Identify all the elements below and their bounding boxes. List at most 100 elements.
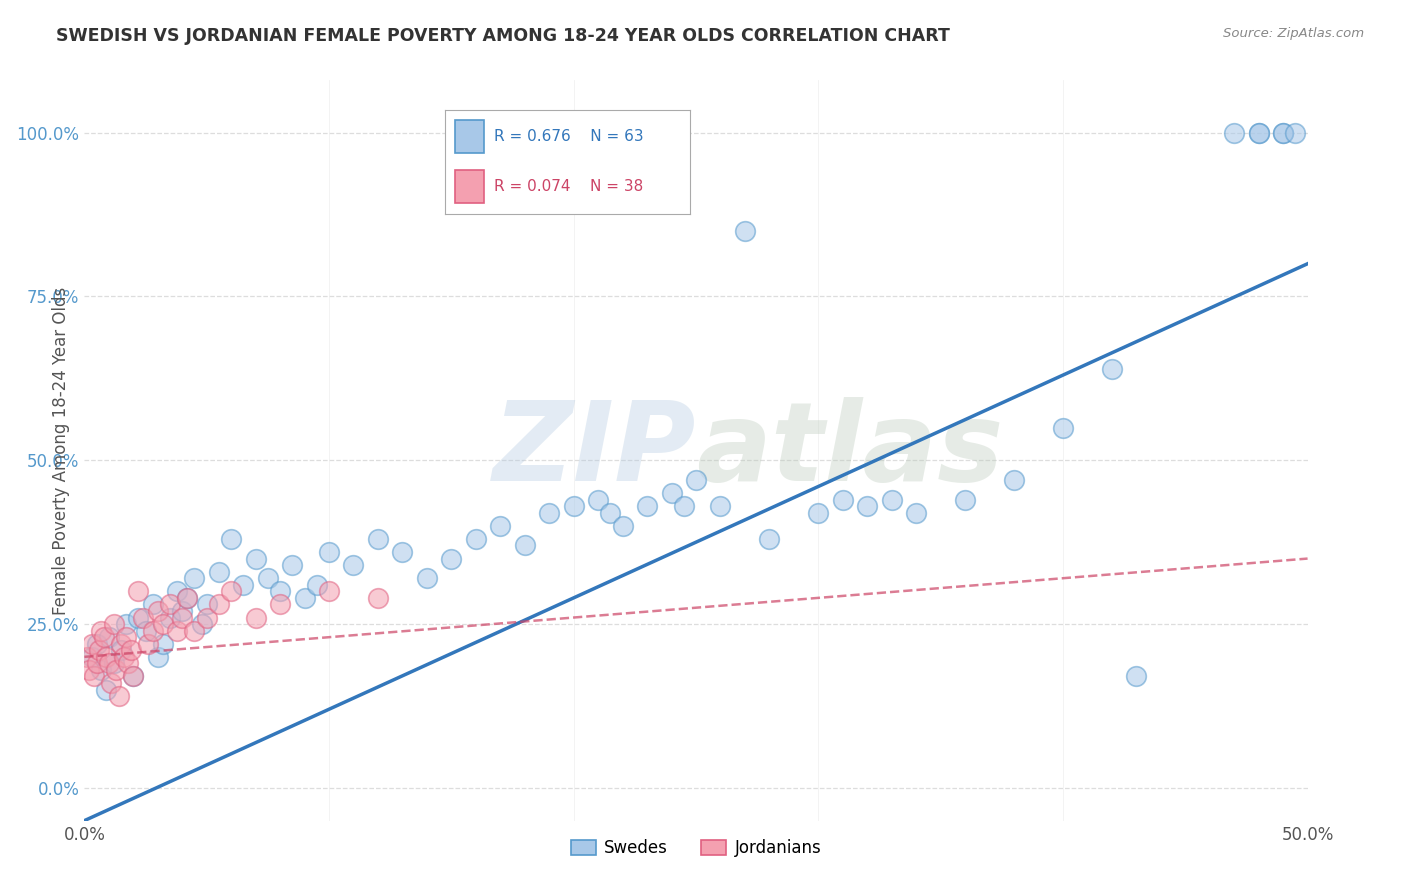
Point bbox=[269, 598, 291, 612]
Point bbox=[183, 624, 205, 638]
Point bbox=[135, 624, 157, 638]
Point bbox=[391, 545, 413, 559]
Point bbox=[146, 604, 169, 618]
Point bbox=[172, 610, 194, 624]
Point bbox=[146, 649, 169, 664]
Point bbox=[367, 591, 389, 605]
Point bbox=[416, 571, 439, 585]
Text: Source: ZipAtlas.com: Source: ZipAtlas.com bbox=[1223, 27, 1364, 40]
Point bbox=[195, 610, 218, 624]
Point bbox=[86, 637, 108, 651]
Point bbox=[103, 617, 125, 632]
Point bbox=[80, 637, 103, 651]
Point bbox=[115, 617, 138, 632]
Point bbox=[219, 532, 242, 546]
Point bbox=[191, 617, 214, 632]
Point bbox=[159, 598, 181, 612]
Point bbox=[172, 604, 194, 618]
Point bbox=[513, 539, 536, 553]
Point bbox=[176, 591, 198, 605]
Point bbox=[80, 649, 103, 664]
Point bbox=[97, 657, 120, 671]
Point bbox=[110, 643, 132, 657]
Point bbox=[318, 545, 340, 559]
Point bbox=[208, 598, 231, 612]
Point bbox=[132, 610, 155, 624]
Point bbox=[1247, 126, 1270, 140]
Point bbox=[152, 637, 174, 651]
Point bbox=[342, 558, 364, 573]
Point bbox=[685, 473, 707, 487]
Point bbox=[1272, 126, 1295, 140]
Point bbox=[115, 630, 138, 644]
Point bbox=[305, 578, 328, 592]
Point bbox=[856, 499, 879, 513]
Point bbox=[107, 689, 129, 703]
Point bbox=[636, 499, 658, 513]
Point bbox=[183, 571, 205, 585]
Point bbox=[122, 669, 145, 683]
Point bbox=[77, 663, 100, 677]
Point bbox=[245, 551, 267, 566]
Point bbox=[110, 637, 132, 651]
Point bbox=[599, 506, 621, 520]
Point bbox=[953, 492, 976, 507]
Point bbox=[905, 506, 928, 520]
Point bbox=[117, 657, 139, 671]
Point bbox=[1223, 126, 1246, 140]
Point bbox=[76, 649, 98, 664]
Point bbox=[90, 624, 112, 638]
Point bbox=[612, 518, 634, 533]
Point bbox=[1101, 361, 1123, 376]
Point bbox=[245, 610, 267, 624]
Point bbox=[661, 486, 683, 500]
Point bbox=[112, 649, 135, 664]
Point bbox=[538, 506, 561, 520]
Point bbox=[294, 591, 316, 605]
Point bbox=[127, 584, 149, 599]
Point bbox=[83, 669, 105, 683]
Legend: Swedes, Jordanians: Swedes, Jordanians bbox=[564, 833, 828, 864]
Point bbox=[586, 492, 609, 507]
Point bbox=[1272, 126, 1295, 140]
Point bbox=[709, 499, 731, 513]
Point bbox=[152, 617, 174, 632]
Point bbox=[758, 532, 780, 546]
Point bbox=[1284, 126, 1306, 140]
Point bbox=[880, 492, 903, 507]
Point bbox=[672, 499, 695, 513]
Point bbox=[120, 643, 142, 657]
Point bbox=[807, 506, 830, 520]
Point bbox=[195, 598, 218, 612]
Point bbox=[136, 637, 159, 651]
Point bbox=[1052, 420, 1074, 434]
Point bbox=[281, 558, 304, 573]
Point bbox=[367, 532, 389, 546]
Text: ZIP: ZIP bbox=[492, 397, 696, 504]
Point bbox=[166, 584, 188, 599]
Point bbox=[159, 610, 181, 624]
Point bbox=[219, 584, 242, 599]
Point bbox=[257, 571, 280, 585]
Point bbox=[142, 598, 165, 612]
Point bbox=[489, 518, 512, 533]
Point bbox=[562, 499, 585, 513]
Point bbox=[269, 584, 291, 599]
Point bbox=[122, 669, 145, 683]
Point bbox=[734, 224, 756, 238]
Text: SWEDISH VS JORDANIAN FEMALE POVERTY AMONG 18-24 YEAR OLDS CORRELATION CHART: SWEDISH VS JORDANIAN FEMALE POVERTY AMON… bbox=[56, 27, 950, 45]
Point bbox=[96, 649, 118, 664]
Point bbox=[166, 624, 188, 638]
Point bbox=[93, 630, 115, 644]
Point bbox=[831, 492, 853, 507]
Point bbox=[1125, 669, 1147, 683]
Point bbox=[1247, 126, 1270, 140]
Point bbox=[97, 630, 120, 644]
Point bbox=[86, 657, 108, 671]
Point bbox=[127, 610, 149, 624]
Point bbox=[100, 676, 122, 690]
Point bbox=[87, 643, 110, 657]
Point bbox=[142, 624, 165, 638]
Point bbox=[103, 657, 125, 671]
Y-axis label: Female Poverty Among 18-24 Year Olds: Female Poverty Among 18-24 Year Olds bbox=[52, 286, 70, 615]
